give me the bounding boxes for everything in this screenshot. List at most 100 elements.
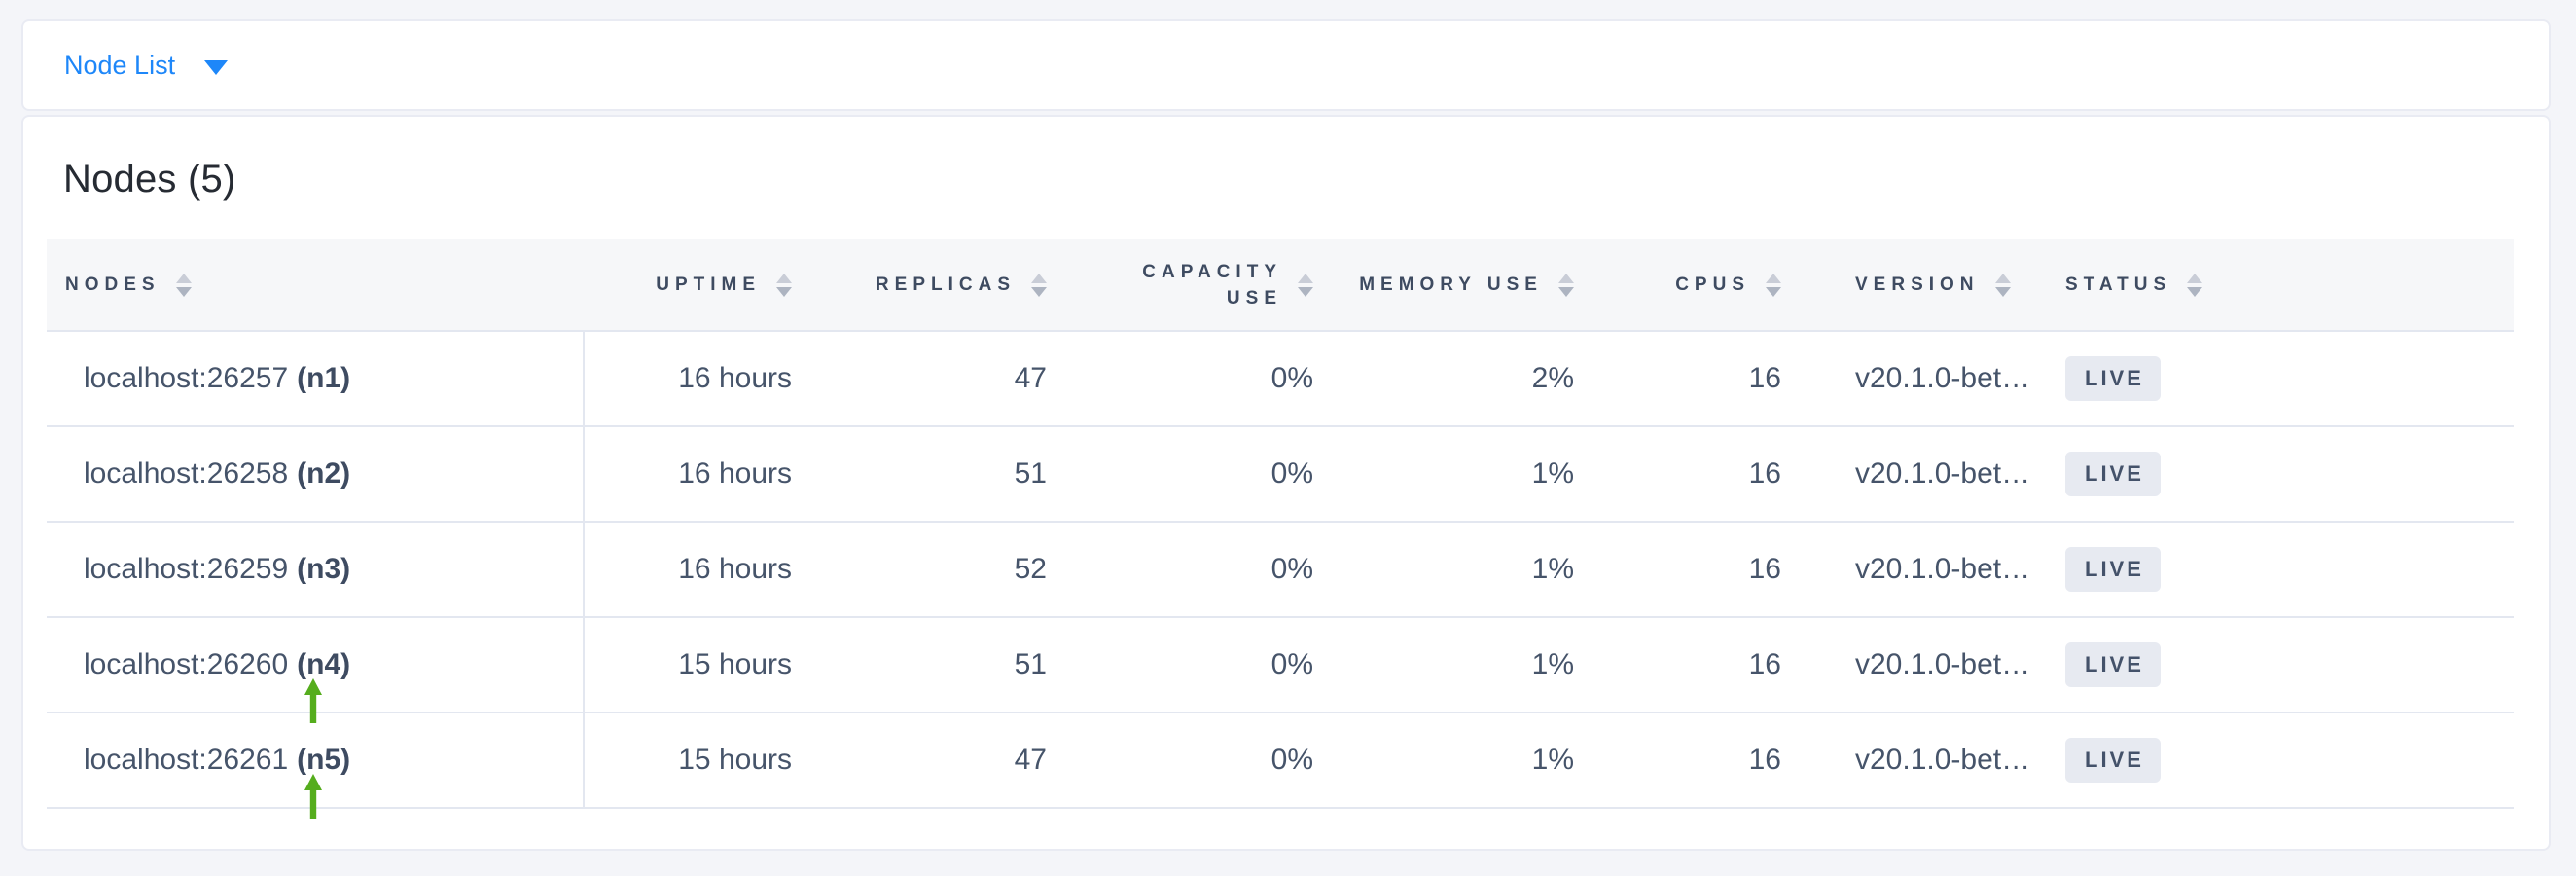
sort-icon <box>1031 273 1047 297</box>
dropdown-caret-icon <box>204 59 229 75</box>
cpus-cell: 16 <box>1609 331 1816 427</box>
cpus-cell: 16 <box>1609 426 1816 523</box>
sort-icon <box>776 273 792 297</box>
capacity_use-cell: 0% <box>1082 522 1348 618</box>
node-address-cell[interactable]: localhost:26260 (n4) <box>47 617 585 723</box>
sort-icon <box>1558 273 1574 297</box>
node-list-dropdown-label: Node List <box>64 50 176 80</box>
column-header-version[interactable]: VERSION <box>1816 239 2050 332</box>
node-address-cell[interactable]: localhost:26257 (n1) <box>47 331 585 427</box>
sort-up-triangle-icon <box>1558 273 1574 283</box>
column-header-capacity_use[interactable]: CAPACITY USE <box>1082 239 1348 332</box>
capacity_use-cell: 0% <box>1082 331 1348 427</box>
sort-down-triangle-icon <box>1031 286 1047 297</box>
node-id: (n4) <box>297 648 351 680</box>
node-id: (n1) <box>297 362 351 394</box>
memory_use-cell: 1% <box>1348 522 1609 618</box>
page-title: Nodes (5) <box>63 158 236 201</box>
table-row: localhost:26257 (n1) 16 hours 47 0% 2% 16 v20.1… <box>47 331 2514 427</box>
node-address-cell[interactable]: localhost:26259 (n3) <box>47 522 585 618</box>
view-selector-bar: Node List <box>21 19 2551 111</box>
cpus-cell: 16 <box>1609 712 1816 809</box>
memory_use-cell: 1% <box>1348 712 1609 809</box>
column-header-label: VERSION <box>1855 274 1980 295</box>
sort-up-triangle-icon <box>1031 273 1047 283</box>
node-table: NODES UPTIME REPLICAS CAPACITY USE MEMORY US… <box>47 239 2514 819</box>
status-badge: LIVE <box>2065 642 2161 687</box>
sort-down-triangle-icon <box>1766 286 1781 297</box>
sort-up-triangle-icon <box>1298 273 1313 283</box>
version-cell: v20.1.0-bet… <box>1816 522 2050 618</box>
nodes-panel: Nodes (5) NODES UPTIME REPLICAS CAPACITY US… <box>21 115 2551 851</box>
sort-icon <box>2187 273 2203 297</box>
node-address: localhost:26259 <box>84 553 289 585</box>
annotation-up-arrow-icon <box>304 678 322 723</box>
memory_use-cell: 1% <box>1348 617 1609 713</box>
status-badge: LIVE <box>2065 738 2161 783</box>
replicas-cell: 51 <box>827 426 1082 523</box>
sort-down-triangle-icon <box>1994 286 2011 297</box>
sort-up-triangle-icon <box>2187 273 2203 283</box>
memory_use-cell: 2% <box>1348 331 1609 427</box>
table-row: localhost:26260 (n4) 15 hours 51 0% 1% 16 v20.1… <box>47 617 2514 723</box>
uptime-cell: 16 hours <box>584 426 827 523</box>
column-header-label: UPTIME <box>656 274 761 295</box>
node-address-cell[interactable]: localhost:26258 (n2) <box>47 426 585 523</box>
column-header-replicas[interactable]: REPLICAS <box>827 239 1082 332</box>
status-cell: LIVE <box>2050 331 2514 427</box>
table-row: localhost:26258 (n2) 16 hours 51 0% 1% 16 v20.1… <box>47 426 2514 523</box>
version-cell: v20.1.0-bet… <box>1816 331 2050 427</box>
column-header-label: REPLICAS <box>875 274 1016 295</box>
node-address-cell[interactable]: localhost:26261 (n5) <box>47 712 585 819</box>
sort-icon <box>1994 273 2011 297</box>
replicas-cell: 47 <box>827 331 1082 427</box>
status-badge: LIVE <box>2065 356 2161 401</box>
node-address: localhost:26257 <box>84 362 289 394</box>
sort-up-triangle-icon <box>1994 273 2011 283</box>
capacity_use-cell: 0% <box>1082 617 1348 713</box>
memory_use-cell: 1% <box>1348 426 1609 523</box>
sort-icon <box>1766 273 1781 297</box>
column-header-nodes[interactable]: NODES <box>47 239 584 332</box>
sort-down-triangle-icon <box>175 286 192 297</box>
uptime-cell: 15 hours <box>584 712 827 809</box>
column-header-label: CPUS <box>1675 274 1750 295</box>
sort-icon <box>1298 273 1313 297</box>
node-address: localhost:26260 <box>84 648 289 680</box>
capacity_use-cell: 0% <box>1082 426 1348 523</box>
version-cell: v20.1.0-bet… <box>1816 617 2050 713</box>
status-cell: LIVE <box>2050 426 2514 523</box>
status-badge: LIVE <box>2065 452 2161 496</box>
sort-down-triangle-icon <box>2187 286 2203 297</box>
uptime-cell: 15 hours <box>584 617 827 713</box>
replicas-cell: 52 <box>827 522 1082 618</box>
table-header-row: NODES UPTIME REPLICAS CAPACITY USE MEMORY US… <box>47 239 2514 332</box>
column-header-memory_use[interactable]: MEMORY USE <box>1348 239 1609 332</box>
column-header-uptime[interactable]: UPTIME <box>584 239 827 332</box>
capacity_use-cell: 0% <box>1082 712 1348 809</box>
status-cell: LIVE <box>2050 617 2514 713</box>
version-cell: v20.1.0-bet… <box>1816 426 2050 523</box>
table-row: localhost:26259 (n3) 16 hours 52 0% 1% 16 v20.1… <box>47 522 2514 618</box>
uptime-cell: 16 hours <box>584 522 827 618</box>
column-header-label: STATUS <box>2065 274 2172 295</box>
column-header-cpus[interactable]: CPUS <box>1609 239 1816 332</box>
column-header-label: MEMORY USE <box>1359 274 1543 295</box>
node-address: localhost:26261 <box>84 744 289 776</box>
sort-down-triangle-icon <box>1298 286 1313 297</box>
uptime-cell: 16 hours <box>584 331 827 427</box>
version-cell: v20.1.0-bet… <box>1816 712 2050 809</box>
status-badge: LIVE <box>2065 547 2161 592</box>
node-list-dropdown[interactable]: Node List <box>64 50 229 81</box>
sort-down-triangle-icon <box>1558 286 1574 297</box>
node-id: (n2) <box>297 457 351 490</box>
status-cell: LIVE <box>2050 712 2514 809</box>
column-header-status[interactable]: STATUS <box>2050 239 2514 332</box>
annotation-up-arrow-icon <box>304 774 322 819</box>
sort-up-triangle-icon <box>1766 273 1781 283</box>
node-table-body: localhost:26257 (n1) 16 hours 47 0% 2% 16 v20.1… <box>47 331 2514 819</box>
table-row: localhost:26261 (n5) 15 hours 47 0% 1% 16 v20.1… <box>47 712 2514 819</box>
cpus-cell: 16 <box>1609 617 1816 713</box>
column-header-label: CAPACITY USE <box>1142 261 1282 309</box>
node-id: (n5) <box>297 744 351 776</box>
